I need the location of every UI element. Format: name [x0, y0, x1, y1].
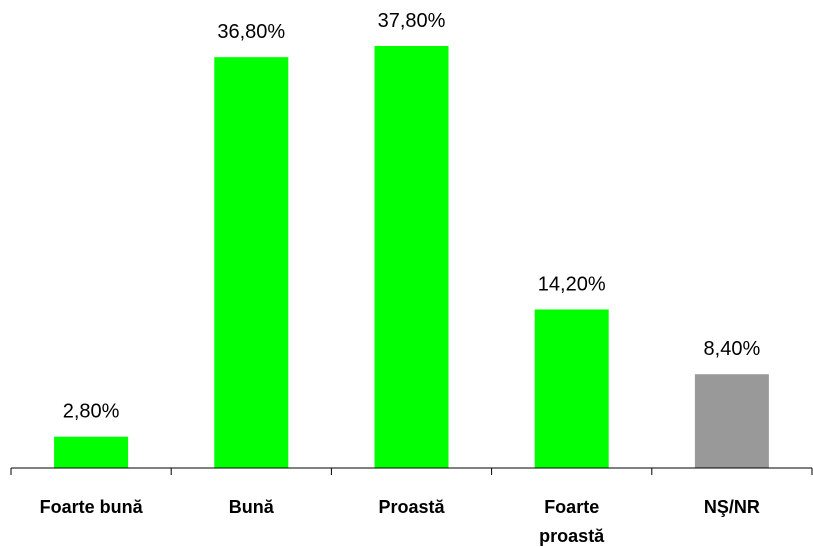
bar: [54, 436, 129, 468]
data-label: 2,80%: [63, 401, 120, 423]
data-label: 14,20%: [538, 273, 606, 295]
category-label-line: Foarte bună: [40, 497, 144, 517]
data-label: 37,80%: [378, 10, 446, 32]
data-label: 8,40%: [704, 338, 761, 360]
category-label-line: Bună: [229, 497, 275, 517]
category-labels-group: Foarte bună Bună Proastă Foarte proastă NŞ/NR: [40, 497, 760, 546]
bar: [374, 46, 449, 468]
value-labels-group: 2,80% 36,80% 37,80% 14,20% 8,40%: [63, 10, 761, 423]
bars-group: [54, 46, 769, 468]
category-label-line: NŞ/NR: [704, 497, 760, 517]
category-label: Proastă: [378, 497, 445, 517]
category-label: Foarte proastă: [539, 497, 605, 546]
bar: [694, 374, 769, 468]
category-label-line: Foarte: [544, 497, 599, 517]
category-label: Foarte bună: [40, 497, 144, 517]
data-label: 36,80%: [217, 21, 285, 43]
category-label-line: proastă: [539, 526, 605, 546]
bar: [214, 57, 289, 468]
x-axis-ticks: [10, 468, 813, 475]
category-label-line: Proastă: [378, 497, 445, 517]
category-label: NŞ/NR: [704, 497, 760, 517]
bar: [534, 309, 609, 468]
category-label: Bună: [229, 497, 275, 517]
